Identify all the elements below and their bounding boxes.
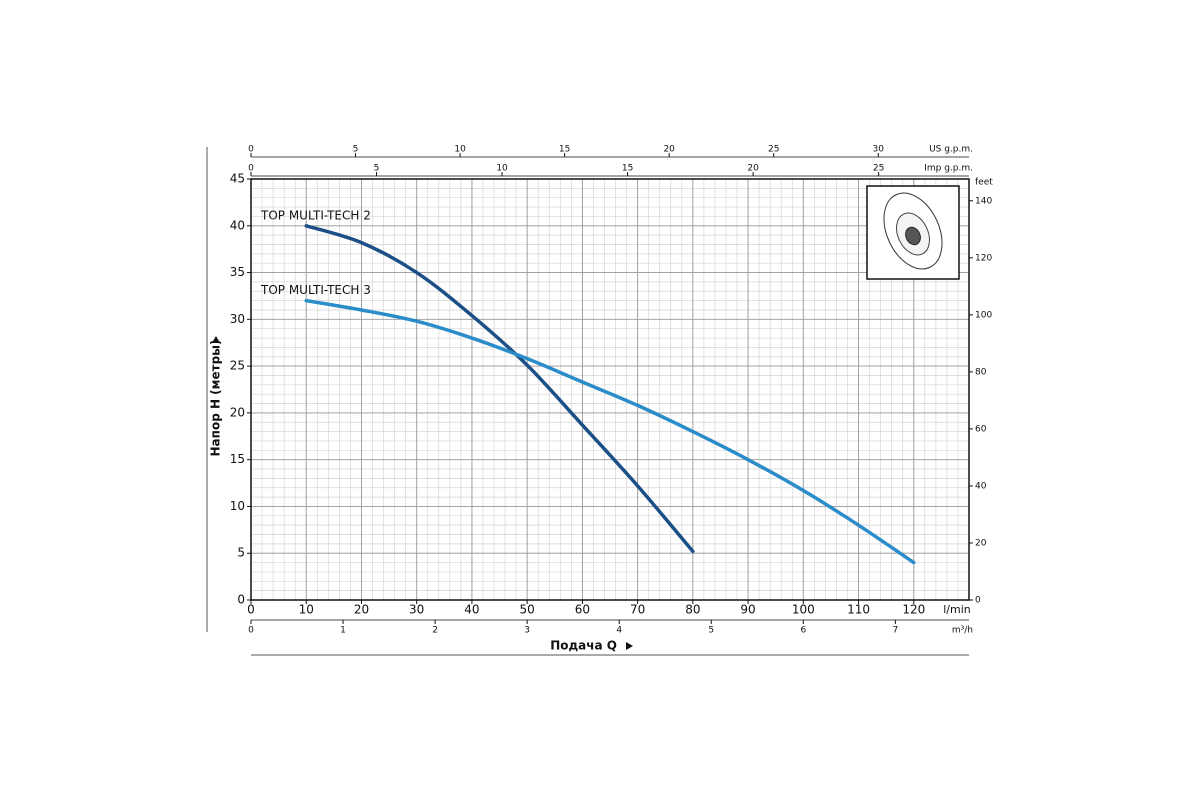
y-tick-label: 0 <box>237 593 245 607</box>
x-tick-label: 10 <box>299 603 314 617</box>
y-tick-label: 15 <box>230 452 245 466</box>
y-tick-label: 45 <box>230 172 245 186</box>
bottom2-tick-label: 3 <box>524 626 530 636</box>
bottom2-tick-label: 7 <box>892 626 898 636</box>
bottom2-tick-label: 1 <box>340 626 346 636</box>
top-tick-label: 0 <box>248 164 254 174</box>
arrow-icon <box>626 642 633 650</box>
bottom2-tick-label: 4 <box>616 626 622 636</box>
y-tick-label: 35 <box>230 265 245 279</box>
pump-hub <box>905 226 921 246</box>
x-tick-label: 90 <box>740 603 755 617</box>
x-tick-label: 20 <box>354 603 369 617</box>
bottom2-tick-label: 2 <box>432 626 438 636</box>
curve <box>304 298 916 565</box>
y2-unit-label: feet <box>975 178 993 188</box>
y-tick-label: 30 <box>230 312 245 326</box>
x-tick-label: 100 <box>792 603 815 617</box>
x-tick-label: 50 <box>520 603 535 617</box>
y-tick-label: 5 <box>237 546 245 560</box>
x-unit-label: l/min <box>943 603 971 616</box>
bottom2-unit: m³/h <box>952 626 973 636</box>
bottom2-tick-label: 5 <box>708 626 714 636</box>
series-label: TOP MULTI-TECH 2 <box>260 208 371 222</box>
bottom2-tick-label: 0 <box>248 626 254 636</box>
top-tick-label: 10 <box>454 145 466 155</box>
x-tick-label: 40 <box>464 603 479 617</box>
y2-tick-label: 60 <box>975 424 987 434</box>
pump-inset <box>866 185 960 280</box>
plot-frame <box>250 178 970 601</box>
y2-tick-label: 40 <box>975 481 987 491</box>
top-tick-label: 20 <box>747 164 759 174</box>
top-axis-unit: US g.p.m. <box>929 145 973 155</box>
top-tick-label: 30 <box>873 145 885 155</box>
series-label: TOP MULTI-TECH 3 <box>260 283 371 297</box>
x-axis-label: Подача Q <box>550 639 617 653</box>
x-tick-label: 60 <box>575 603 590 617</box>
y2-tick-label: 80 <box>975 367 987 377</box>
top-tick-label: 15 <box>622 164 633 174</box>
top-tick-label: 10 <box>496 164 508 174</box>
x-tick-label: 80 <box>685 603 700 617</box>
arrow-icon <box>212 336 220 343</box>
y-tick-label: 40 <box>230 218 245 232</box>
x-tick-label: 120 <box>902 603 925 617</box>
top-tick-label: 5 <box>374 164 380 174</box>
y2-tick-label: 0 <box>975 596 981 606</box>
top-tick-label: 5 <box>353 145 359 155</box>
curve <box>304 224 695 554</box>
y2-tick-label: 120 <box>975 253 992 263</box>
y2-tick-label: 140 <box>975 196 992 206</box>
bottom2-tick-label: 6 <box>800 626 806 636</box>
y-tick-label: 10 <box>230 499 245 513</box>
top-axis-unit: Imp g.p.m. <box>924 164 973 174</box>
x-tick-label: 110 <box>847 603 870 617</box>
x-tick-label: 30 <box>409 603 424 617</box>
x-tick-label: 70 <box>630 603 645 617</box>
top-tick-label: 20 <box>663 145 675 155</box>
top-tick-label: 25 <box>873 164 884 174</box>
y2-tick-label: 20 <box>975 538 987 548</box>
y-axis-label: Напор H (метры) <box>209 340 223 457</box>
x-tick-label: 0 <box>247 603 255 617</box>
top-tick-label: 25 <box>768 145 779 155</box>
y2-tick-label: 100 <box>975 310 992 320</box>
top-tick-label: 15 <box>559 145 570 155</box>
y-tick-label: 20 <box>230 405 245 419</box>
top-tick-label: 0 <box>248 145 254 155</box>
y-tick-label: 25 <box>230 359 245 373</box>
